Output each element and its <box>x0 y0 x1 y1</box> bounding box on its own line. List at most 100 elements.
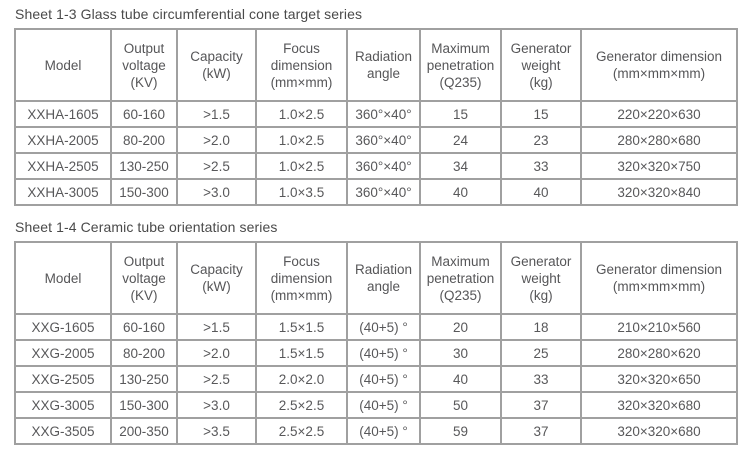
table-cell: 20 <box>419 313 502 341</box>
table-cell: >2.5 <box>176 365 257 393</box>
table-cell: 2.5×2.5 <box>255 391 348 419</box>
table-cell: 1.0×2.5 <box>255 100 348 128</box>
table-cell: 130-250 <box>110 152 178 180</box>
table-body: XXHA-1605 60-160 >1.5 1.0×2.5 360°×40° 15 15 22… <box>14 100 738 206</box>
table-cell: 18 <box>500 313 582 341</box>
sheet-1-3-section: Sheet 1-3 Glass tube circumferential con… <box>14 6 738 206</box>
table-cell: (40+5) ° <box>346 391 421 419</box>
table-cell: 40 <box>419 365 502 393</box>
table-cell: 320×320×680 <box>580 417 738 445</box>
table-header-row: Model Output voltage (KV) Capacity (kW) Foc… <box>14 28 738 102</box>
table-cell: 280×280×620 <box>580 339 738 367</box>
column-header: Maximum penetration (Q235) <box>419 241 502 315</box>
table-cell: 30 <box>419 339 502 367</box>
table-cell: >3.5 <box>176 417 257 445</box>
table-row: XXG-2505 130-250 >2.5 2.0×2.0 (40+5) ° 40 33 32… <box>14 365 738 393</box>
table-header-row: Model Output voltage (KV) Capacity (kW) Foc… <box>14 241 738 315</box>
table-cell: 150-300 <box>110 391 178 419</box>
table-cell: 40 <box>500 178 582 206</box>
table-cell: 280×280×680 <box>580 126 738 154</box>
table-cell: 33 <box>500 365 582 393</box>
table-row: XXG-1605 60-160 >1.5 1.5×1.5 (40+5) ° 20 18 210… <box>14 313 738 341</box>
table-cell: XXG-3505 <box>14 417 112 445</box>
table-cell: 60-160 <box>110 313 178 341</box>
table-cell: XXHA-1605 <box>14 100 112 128</box>
table-cell: >2.0 <box>176 126 257 154</box>
table-cell: XXG-3005 <box>14 391 112 419</box>
table-cell: >3.0 <box>176 178 257 206</box>
table-cell: 50 <box>419 391 502 419</box>
table-cell: XXG-2505 <box>14 365 112 393</box>
column-header: Output voltage (KV) <box>110 241 178 315</box>
column-header: Model <box>14 241 112 315</box>
header-row: Model Output voltage (KV) Capacity (kW) Foc… <box>14 28 738 102</box>
table-cell: 1.5×1.5 <box>255 339 348 367</box>
table-cell: 320×320×750 <box>580 152 738 180</box>
header-row: Model Output voltage (KV) Capacity (kW) Foc… <box>14 241 738 315</box>
table-cell: XXG-1605 <box>14 313 112 341</box>
table-cell: 37 <box>500 417 582 445</box>
table-cell: 24 <box>419 126 502 154</box>
table-cell: 33 <box>500 152 582 180</box>
table-cell: 80-200 <box>110 339 178 367</box>
table-cell: >3.0 <box>176 391 257 419</box>
table-cell: 360°×40° <box>346 100 421 128</box>
table-row: XXG-2005 80-200 >2.0 1.5×1.5 (40+5) ° 30 25 280… <box>14 339 738 367</box>
table-cell: 320×320×650 <box>580 365 738 393</box>
table-cell: (40+5) ° <box>346 417 421 445</box>
glass-tube-spec-table: Model Output voltage (KV) Capacity (kW) Foc… <box>14 28 738 206</box>
table-cell: 15 <box>419 100 502 128</box>
table-cell: 130-250 <box>110 365 178 393</box>
table-cell: XXG-2005 <box>14 339 112 367</box>
column-header: Generator dimension (mm×mm×mm) <box>580 241 738 315</box>
table-cell: 1.0×2.5 <box>255 152 348 180</box>
table-cell: 220×220×630 <box>580 100 738 128</box>
table-cell: 15 <box>500 100 582 128</box>
table-row: XXHA-2505 130-250 >2.5 1.0×2.5 360°×40° 34 33 3… <box>14 152 738 180</box>
column-header: Generator dimension (mm×mm×mm) <box>580 28 738 102</box>
sheet-1-3-title: Sheet 1-3 Glass tube circumferential con… <box>15 6 363 22</box>
column-header: Output voltage (KV) <box>110 28 178 102</box>
table-cell: 60-160 <box>110 100 178 128</box>
table-row: XXG-3005 150-300 >3.0 2.5×2.5 (40+5) ° 50 37 32… <box>14 391 738 419</box>
table-cell: 23 <box>500 126 582 154</box>
column-header: Maximum penetration (Q235) <box>419 28 502 102</box>
column-header: Capacity (kW) <box>176 28 257 102</box>
column-header: Generator weight (kg) <box>500 28 582 102</box>
table-cell: 1.0×3.5 <box>255 178 348 206</box>
sheet-1-4-title: Sheet 1-4 Ceramic tube orientation serie… <box>15 219 278 235</box>
table-cell: 1.5×1.5 <box>255 313 348 341</box>
table-cell: (40+5) ° <box>346 365 421 393</box>
table-cell: 80-200 <box>110 126 178 154</box>
table-row: XXHA-2005 80-200 >2.0 1.0×2.5 360°×40° 24 23 28… <box>14 126 738 154</box>
table-cell: 200-350 <box>110 417 178 445</box>
column-header: Focus dimension (mm×mm) <box>255 241 348 315</box>
table-cell: 210×210×560 <box>580 313 738 341</box>
column-header: Model <box>14 28 112 102</box>
table-cell: XXHA-2505 <box>14 152 112 180</box>
table-body: XXG-1605 60-160 >1.5 1.5×1.5 (40+5) ° 20 18 210… <box>14 313 738 445</box>
table-cell: (40+5) ° <box>346 313 421 341</box>
column-header: Generator weight (kg) <box>500 241 582 315</box>
table-cell: 360°×40° <box>346 178 421 206</box>
table-cell: 320×320×840 <box>580 178 738 206</box>
table-cell: 25 <box>500 339 582 367</box>
table-cell: XXHA-2005 <box>14 126 112 154</box>
table-cell: 34 <box>419 152 502 180</box>
table-cell: 360°×40° <box>346 126 421 154</box>
table-row: XXHA-3005 150-300 >3.0 1.0×3.5 360°×40° 40 40 3… <box>14 178 738 206</box>
column-header: Radiation angle <box>346 28 421 102</box>
table-row: XXHA-1605 60-160 >1.5 1.0×2.5 360°×40° 15 15 22… <box>14 100 738 128</box>
ceramic-tube-spec-table: Model Output voltage (KV) Capacity (kW) Foc… <box>14 241 738 445</box>
table-cell: >1.5 <box>176 313 257 341</box>
table-cell: 59 <box>419 417 502 445</box>
table-row: XXG-3505 200-350 >3.5 2.5×2.5 (40+5) ° 59 37 32… <box>14 417 738 445</box>
column-header: Capacity (kW) <box>176 241 257 315</box>
table-cell: 1.0×2.5 <box>255 126 348 154</box>
table-cell: >2.5 <box>176 152 257 180</box>
column-header: Radiation angle <box>346 241 421 315</box>
table-cell: 320×320×680 <box>580 391 738 419</box>
sheet-1-4-section: Sheet 1-4 Ceramic tube orientation serie… <box>14 219 738 445</box>
column-header: Focus dimension (mm×mm) <box>255 28 348 102</box>
